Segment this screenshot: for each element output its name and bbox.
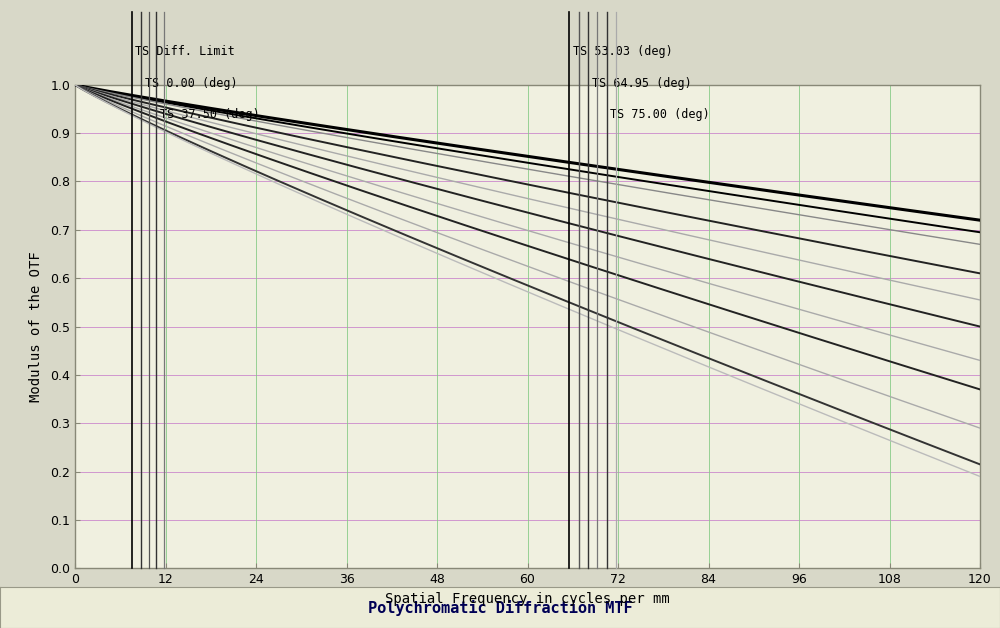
Text: TS Diff. Limit: TS Diff. Limit [135,45,235,58]
Text: Polychromatic Diffraction MTF: Polychromatic Diffraction MTF [368,600,632,615]
Y-axis label: Modulus of the OTF: Modulus of the OTF [29,251,43,402]
Text: TS 37.50 (deg): TS 37.50 (deg) [160,108,260,121]
Text: TS 75.00 (deg): TS 75.00 (deg) [610,108,710,121]
Text: TS 0.00 (deg): TS 0.00 (deg) [145,77,238,90]
X-axis label: Spatial Frequency in cycles per mm: Spatial Frequency in cycles per mm [385,592,670,606]
Text: TS 53.03 (deg): TS 53.03 (deg) [573,45,672,58]
Text: TS 64.95 (deg): TS 64.95 (deg) [592,77,691,90]
